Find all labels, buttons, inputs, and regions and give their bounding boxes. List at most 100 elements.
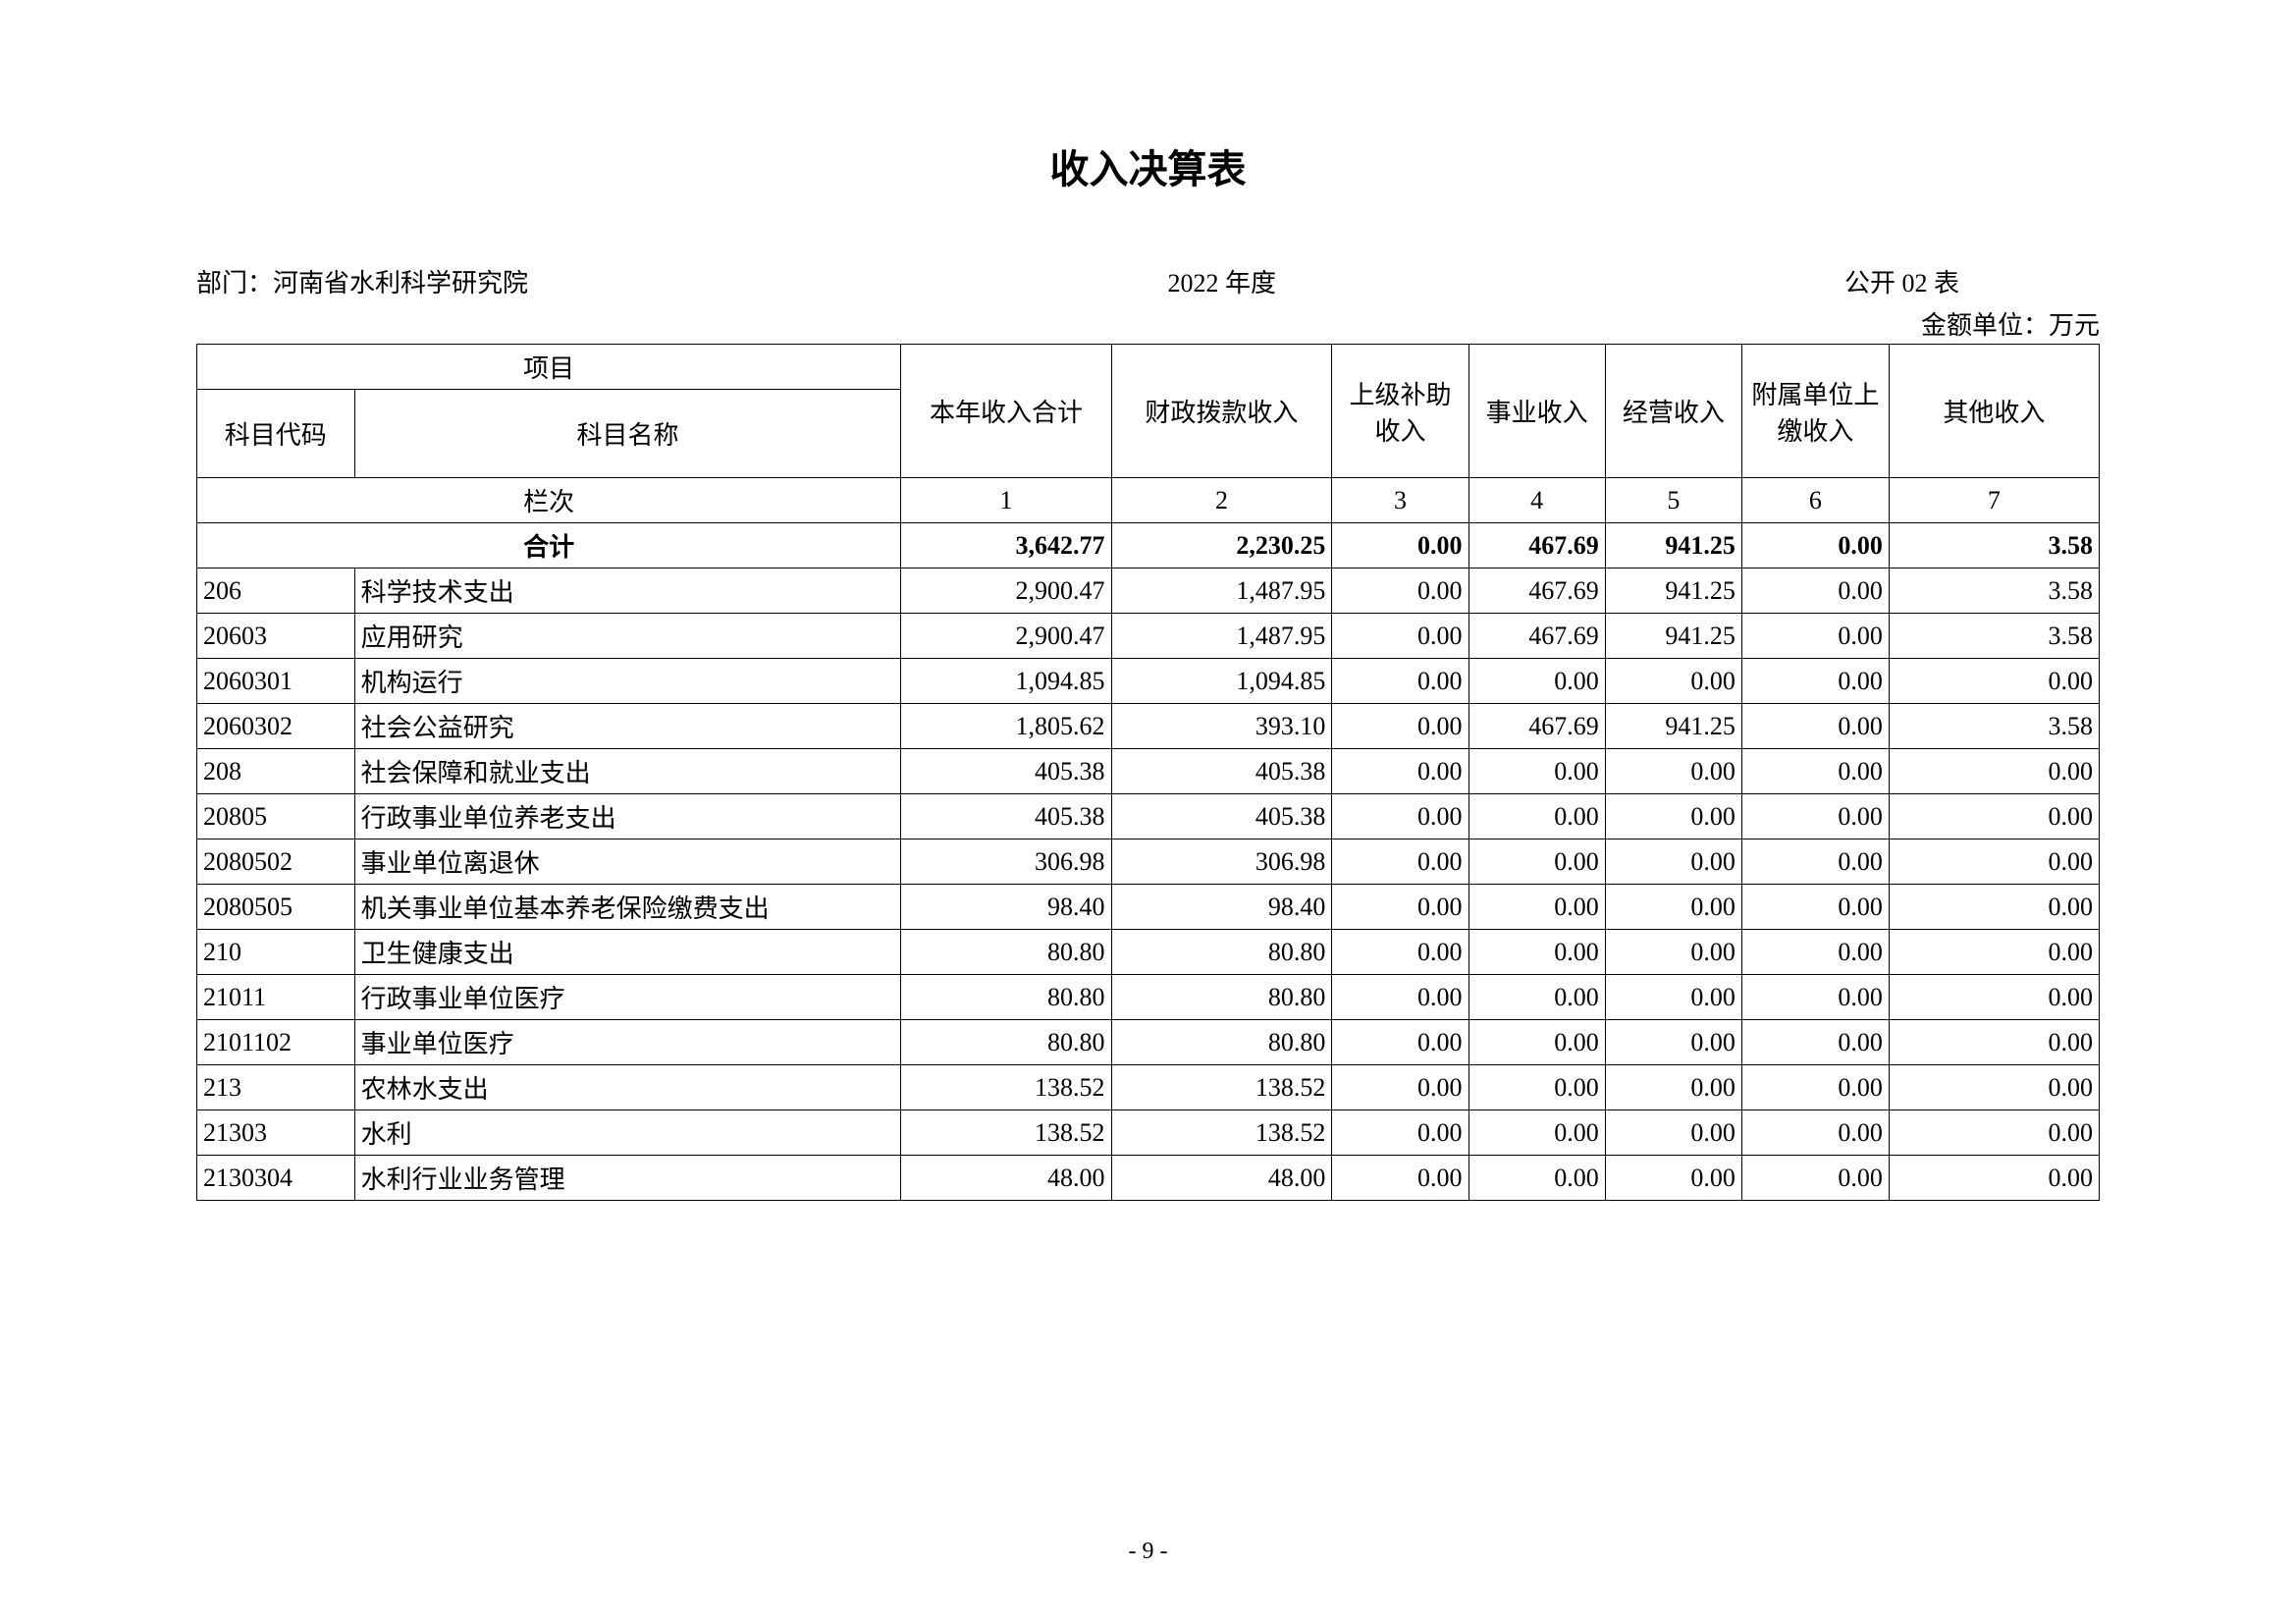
cell-value: 0.00	[1889, 885, 2099, 930]
cell-value: 0.00	[1889, 930, 2099, 975]
header-c2: 财政拨款收入	[1111, 345, 1332, 478]
cell-value: 0.00	[1332, 1156, 1468, 1201]
cell-code: 210	[197, 930, 355, 975]
cell-value: 0.00	[1889, 975, 2099, 1020]
cell-code: 21303	[197, 1110, 355, 1156]
cell-value: 0.00	[1332, 568, 1468, 614]
cell-value: 0.00	[1741, 614, 1889, 659]
colnum-2: 2	[1111, 478, 1332, 523]
cell-value: 0.00	[1741, 1065, 1889, 1110]
cell-value: 941.25	[1605, 568, 1741, 614]
cell-value: 0.00	[1889, 1110, 2099, 1156]
cell-value: 0.00	[1889, 1065, 2099, 1110]
cell-code: 2080505	[197, 885, 355, 930]
table-row: 20603应用研究2,900.471,487.950.00467.69941.2…	[197, 614, 2100, 659]
cell-value: 405.38	[1111, 794, 1332, 839]
total-c3: 0.00	[1332, 523, 1468, 568]
cell-value: 941.25	[1605, 614, 1741, 659]
total-label: 合计	[197, 523, 901, 568]
dept-info: 部门：河南省水利科学研究院	[196, 263, 874, 299]
cell-value: 80.80	[1111, 1020, 1332, 1065]
cell-name: 事业单位离退休	[354, 839, 901, 885]
cell-name: 卫生健康支出	[354, 930, 901, 975]
cell-value: 0.00	[1741, 1156, 1889, 1201]
meta-row: 部门：河南省水利科学研究院 2022 年度 公开 02 表	[196, 263, 2100, 299]
table-row: 2080505机关事业单位基本养老保险缴费支出98.4098.400.000.0…	[197, 885, 2100, 930]
header-c5: 经营收入	[1605, 345, 1741, 478]
table-row: 210卫生健康支出80.8080.800.000.000.000.000.00	[197, 930, 2100, 975]
cell-value: 306.98	[901, 839, 1111, 885]
colnum-4: 4	[1468, 478, 1605, 523]
header-code: 科目代码	[197, 390, 355, 478]
income-table: 项目 本年收入合计 财政拨款收入 上级补助收入 事业收入 经营收入 附属单位上缴…	[196, 344, 2100, 1201]
header-c7: 其他收入	[1889, 345, 2099, 478]
cell-code: 2060302	[197, 704, 355, 749]
cell-name: 水利	[354, 1110, 901, 1156]
cell-code: 2101102	[197, 1020, 355, 1065]
cell-code: 206	[197, 568, 355, 614]
cell-value: 2,900.47	[901, 568, 1111, 614]
cell-value: 0.00	[1332, 885, 1468, 930]
total-c2: 2,230.25	[1111, 523, 1332, 568]
cell-value: 0.00	[1741, 1110, 1889, 1156]
total-c5: 941.25	[1605, 523, 1741, 568]
cell-value: 0.00	[1332, 930, 1468, 975]
cell-value: 467.69	[1468, 568, 1605, 614]
cell-value: 0.00	[1605, 975, 1741, 1020]
cell-value: 138.52	[901, 1065, 1111, 1110]
cell-value: 0.00	[1468, 975, 1605, 1020]
cell-value: 0.00	[1605, 659, 1741, 704]
cell-value: 306.98	[1111, 839, 1332, 885]
cell-value: 3.58	[1889, 704, 2099, 749]
total-c7: 3.58	[1889, 523, 2099, 568]
cell-value: 0.00	[1741, 749, 1889, 794]
cell-value: 0.00	[1605, 1020, 1741, 1065]
cell-value: 3.58	[1889, 614, 2099, 659]
cell-name: 行政事业单位养老支出	[354, 794, 901, 839]
cell-value: 0.00	[1332, 839, 1468, 885]
cell-value: 1,805.62	[901, 704, 1111, 749]
table-row: 21011行政事业单位医疗80.8080.800.000.000.000.000…	[197, 975, 2100, 1020]
cell-value: 0.00	[1468, 1020, 1605, 1065]
cell-value: 98.40	[901, 885, 1111, 930]
total-row: 合计 3,642.77 2,230.25 0.00 467.69 941.25 …	[197, 523, 2100, 568]
cell-value: 0.00	[1741, 659, 1889, 704]
cell-value: 0.00	[1605, 930, 1741, 975]
cell-code: 2130304	[197, 1156, 355, 1201]
cell-value: 1,094.85	[901, 659, 1111, 704]
cell-name: 科学技术支出	[354, 568, 901, 614]
cell-name: 行政事业单位医疗	[354, 975, 901, 1020]
cell-value: 0.00	[1332, 749, 1468, 794]
cell-name: 机关事业单位基本养老保险缴费支出	[354, 885, 901, 930]
header-c1: 本年收入合计	[901, 345, 1111, 478]
cell-value: 0.00	[1468, 1065, 1605, 1110]
cell-value: 0.00	[1332, 614, 1468, 659]
cell-value: 0.00	[1332, 1065, 1468, 1110]
colnum-5: 5	[1605, 478, 1741, 523]
colnum-7: 7	[1889, 478, 2099, 523]
cell-value: 0.00	[1332, 659, 1468, 704]
cell-value: 0.00	[1889, 749, 2099, 794]
cell-value: 138.52	[901, 1110, 1111, 1156]
table-body: 合计 3,642.77 2,230.25 0.00 467.69 941.25 …	[197, 523, 2100, 1201]
cell-value: 80.80	[901, 930, 1111, 975]
cell-value: 80.80	[901, 1020, 1111, 1065]
document-page: 收入决算表 部门：河南省水利科学研究院 2022 年度 公开 02 表 金额单位…	[0, 0, 2296, 1624]
cell-value: 0.00	[1605, 839, 1741, 885]
cell-value: 0.00	[1605, 794, 1741, 839]
page-number: - 9 -	[0, 1539, 2296, 1565]
cell-value: 1,487.95	[1111, 614, 1332, 659]
cell-value: 0.00	[1468, 659, 1605, 704]
colnum-3: 3	[1332, 478, 1468, 523]
cell-value: 80.80	[901, 975, 1111, 1020]
cell-value: 0.00	[1332, 1020, 1468, 1065]
cell-code: 2080502	[197, 839, 355, 885]
cell-code: 21011	[197, 975, 355, 1020]
cell-value: 2,900.47	[901, 614, 1111, 659]
cell-value: 0.00	[1741, 704, 1889, 749]
cell-value: 0.00	[1468, 885, 1605, 930]
cell-value: 405.38	[901, 749, 1111, 794]
table-row: 208社会保障和就业支出405.38405.380.000.000.000.00…	[197, 749, 2100, 794]
cell-value: 0.00	[1468, 930, 1605, 975]
cell-value: 405.38	[1111, 749, 1332, 794]
